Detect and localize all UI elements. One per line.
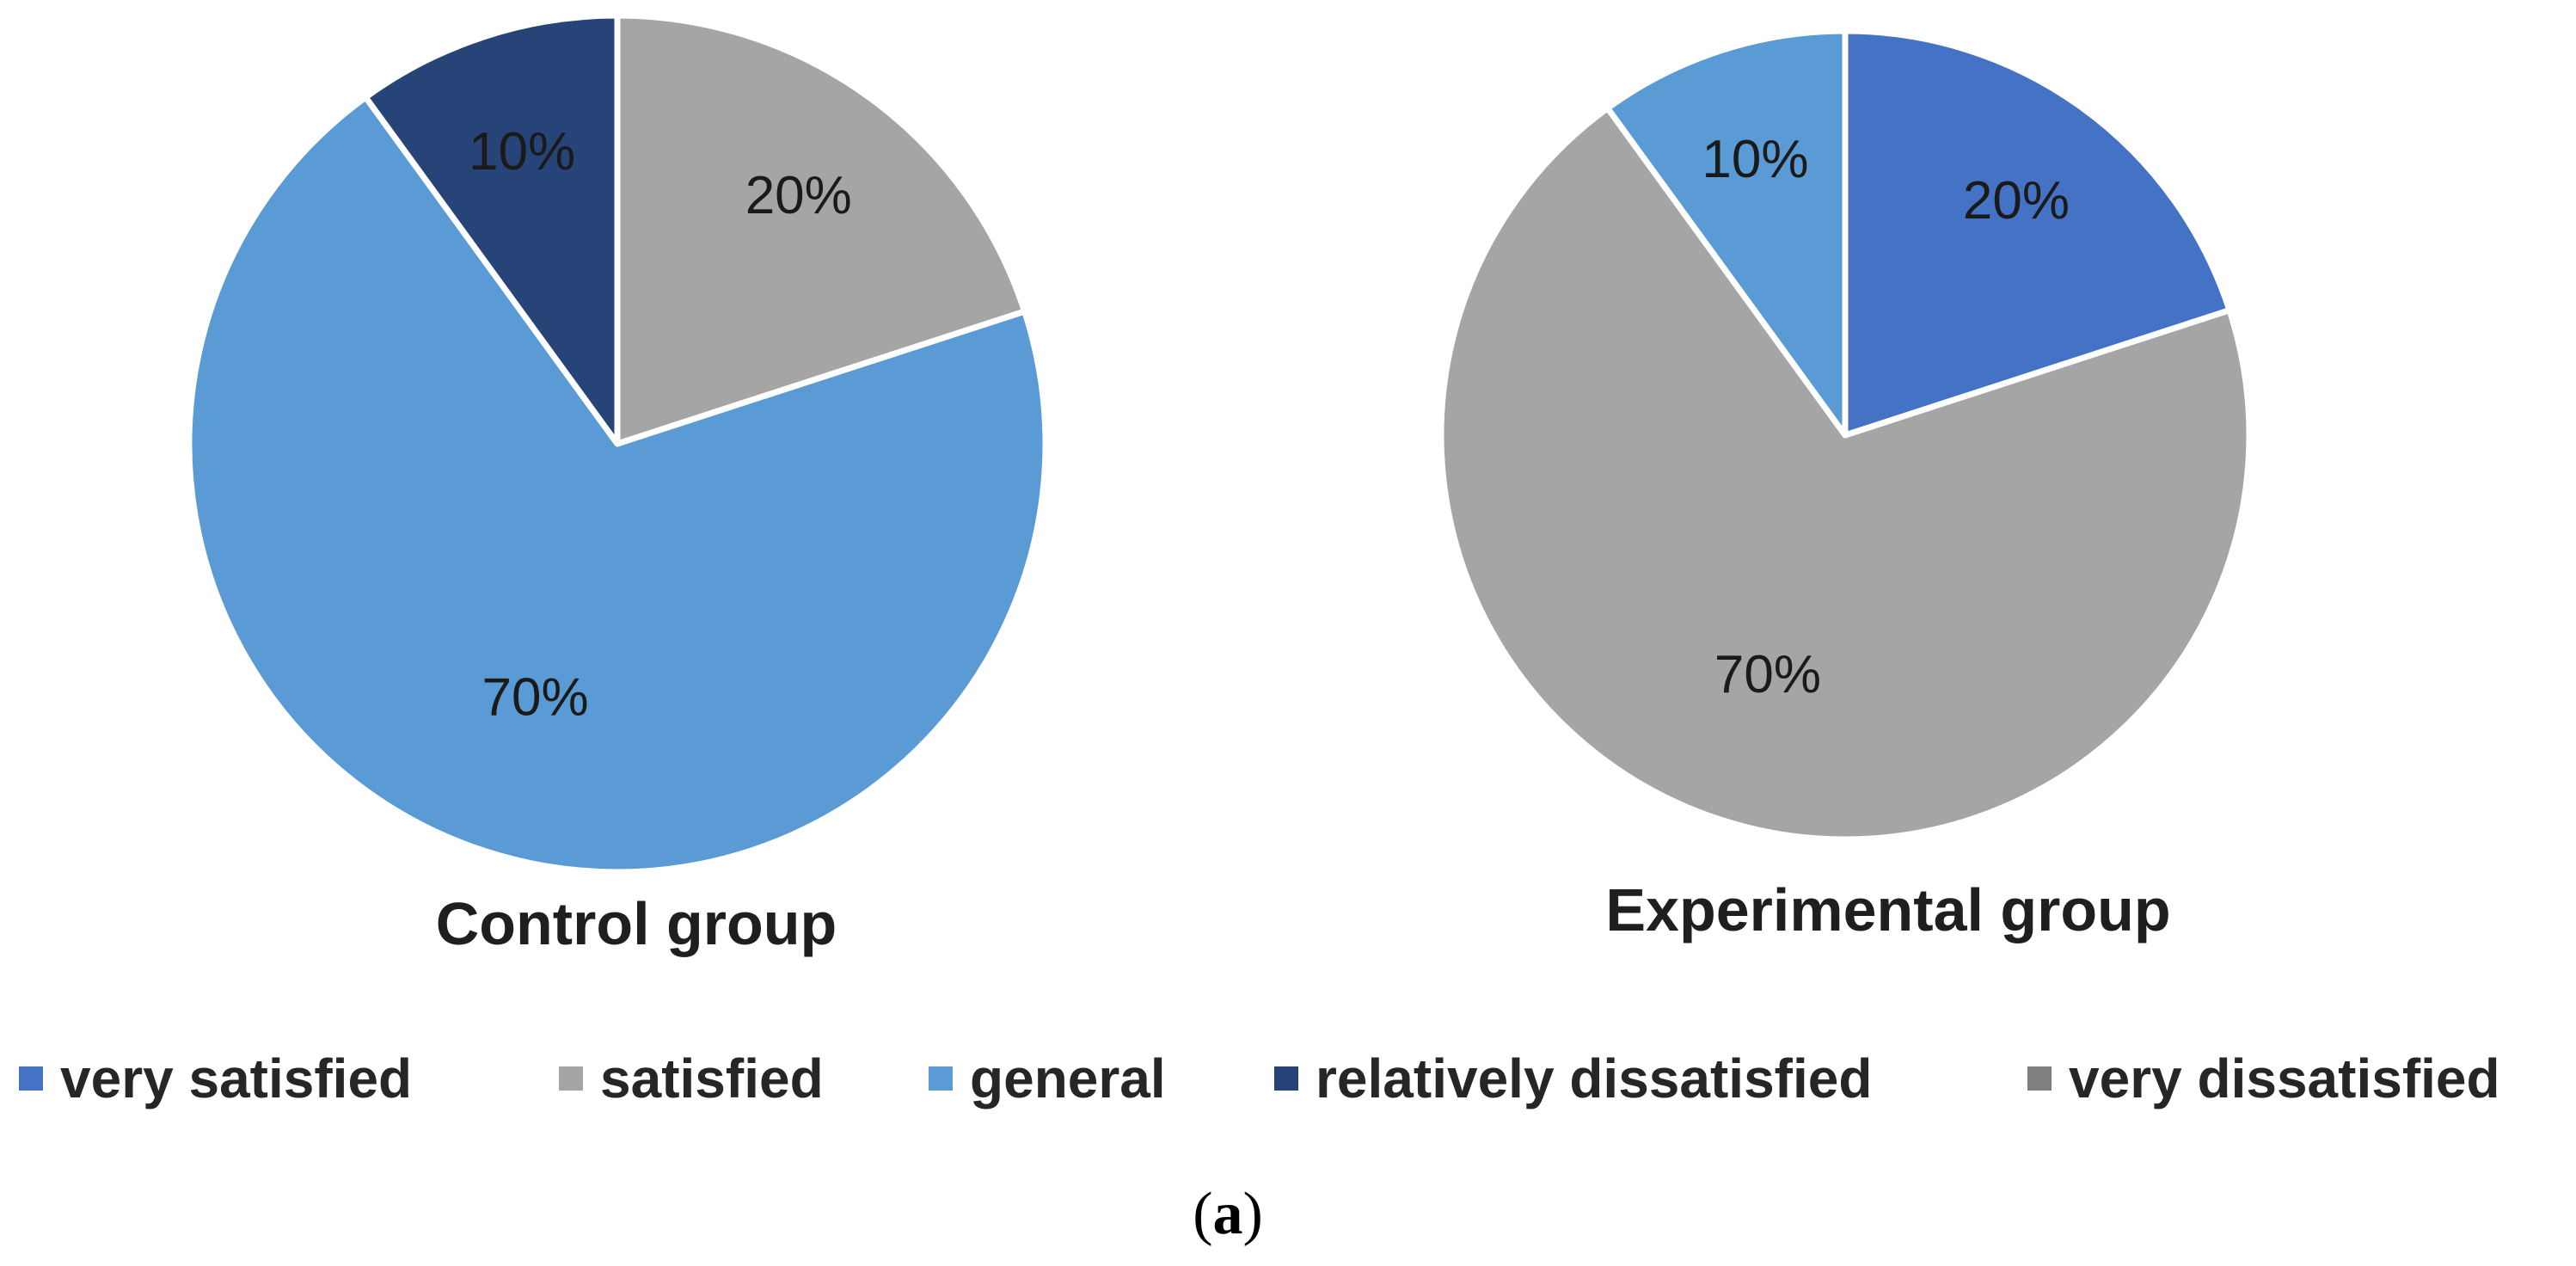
legend-label-very-satisfied: very satisfied: [60, 1048, 412, 1109]
legend-swatch-very-dissatisfied: [2027, 1066, 2052, 1091]
pie-slice-very-satisfied: [1842, 28, 2233, 439]
legend-swatch-relatively-dissatisfied: [1274, 1066, 1298, 1091]
pie-label-general: 10%: [1702, 130, 1808, 189]
pie-label-satisfied: 70%: [1714, 645, 1821, 704]
legend-swatch-general: [929, 1066, 953, 1091]
pie-label-relatively-dissatisfied: 10%: [469, 122, 575, 181]
pie-label-very-satisfied: 20%: [1963, 171, 2070, 230]
pie-slice-satisfied: [614, 12, 1028, 447]
chart-title-control: Control group: [436, 890, 837, 957]
pie-chart-experimental: 20% 70% 10%: [1438, 28, 2253, 843]
pie-slice-general: [186, 94, 1049, 876]
caption-close-paren: ): [1243, 1181, 1263, 1247]
legend-label-relatively-dissatisfied: relatively dissatisfied: [1316, 1048, 1872, 1109]
pie-slice-relatively-dissatisfied: [362, 12, 621, 447]
chart-title-experimental: Experimental group: [1605, 876, 2170, 943]
figure-caption: (a): [1193, 1181, 1263, 1247]
legend-swatch-very-satisfied: [19, 1066, 43, 1091]
legend-label-satisfied: satisfied: [600, 1048, 824, 1109]
caption-open-paren: (: [1193, 1181, 1212, 1247]
pie-slice-satisfied: [1438, 105, 2253, 843]
pie-label-general: 70%: [482, 668, 589, 728]
pie-slice-general: [1604, 28, 1849, 439]
legend-label-very-dissatisfied: very dissatisfied: [2069, 1048, 2500, 1109]
legend-label-general: general: [970, 1048, 1166, 1109]
legend: very satisfied satisfied general relativ…: [19, 1048, 2500, 1109]
caption-letter: a: [1213, 1181, 1243, 1247]
pie-chart-control: 20% 70% 10%: [186, 12, 1049, 876]
legend-swatch-satisfied: [559, 1066, 583, 1091]
pie-label-satisfied: 20%: [745, 166, 852, 225]
